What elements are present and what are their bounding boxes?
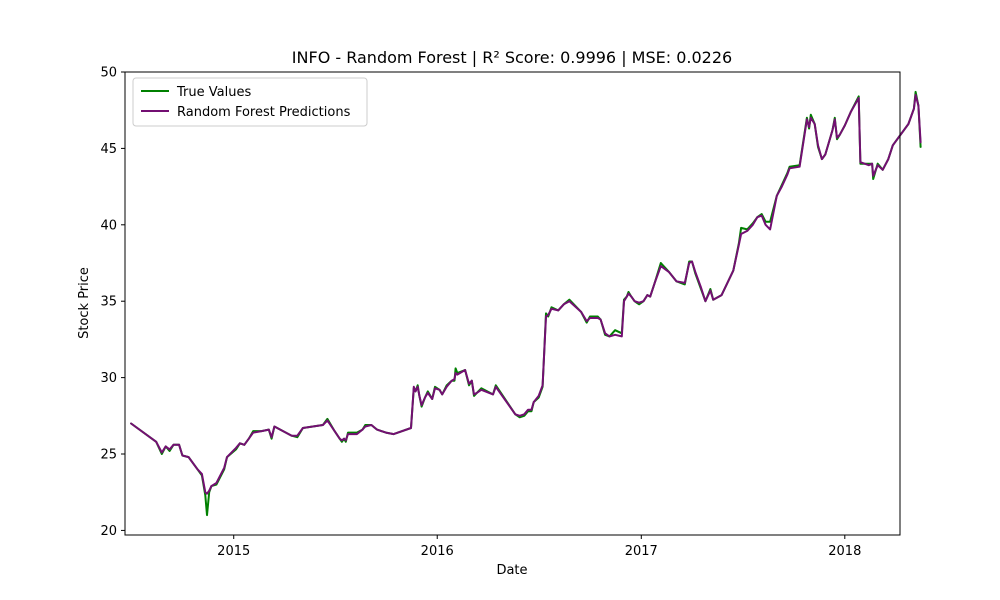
series-line-1: [130, 93, 922, 495]
chart-title: INFO - Random Forest | R² Score: 0.9996 …: [292, 48, 732, 67]
y-tick-label: 35: [100, 295, 117, 310]
x-tick-label: 2015: [217, 544, 250, 559]
y-tick-label: 20: [100, 524, 117, 539]
plot-area: 2015 2016 2017 2018 20 25 30 35 40 45 50: [100, 66, 922, 559]
legend-label: Random Forest Predictions: [177, 105, 351, 120]
x-axis-label: Date: [496, 563, 527, 578]
x-tick-label: 2017: [625, 544, 658, 559]
y-tick-label: 45: [100, 142, 117, 157]
legend-box: [132, 77, 368, 127]
legend-label: True Values: [176, 85, 251, 100]
legend: True Values Random Forest Predictions: [132, 77, 368, 127]
y-tick-label: 40: [100, 218, 117, 233]
y-tick-label: 30: [100, 371, 117, 386]
y-tick-label: 25: [100, 448, 117, 463]
axes-frame: [124, 71, 901, 536]
x-tick-label: 2018: [828, 544, 861, 559]
y-tick-label: 50: [100, 66, 117, 81]
x-tick-label: 2016: [421, 544, 454, 559]
y-axis-label: Stock Price: [77, 267, 92, 339]
